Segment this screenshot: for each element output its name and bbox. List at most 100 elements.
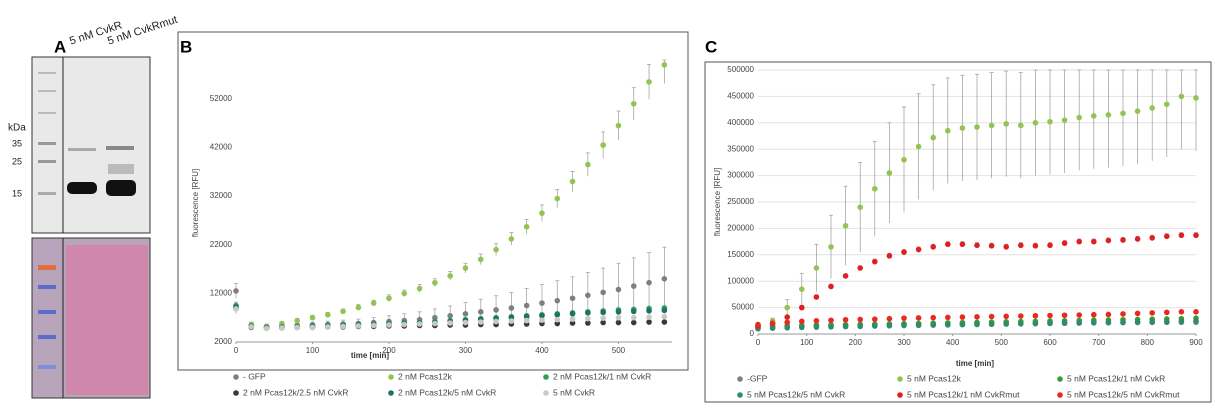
data-point [616, 123, 622, 129]
data-point [814, 324, 820, 330]
x-tick-label: 600 [1043, 338, 1057, 347]
data-point [857, 265, 863, 271]
x-tick-label: 100 [800, 338, 814, 347]
y-tick-label: 350000 [727, 144, 754, 153]
x-tick-label: 200 [849, 338, 863, 347]
y-tick-label: 42000 [210, 143, 233, 152]
data-point [447, 313, 453, 319]
y-tick-label: 22000 [210, 240, 233, 249]
data-point [1003, 314, 1009, 320]
data-point [828, 284, 834, 290]
data-point [646, 314, 652, 320]
data-point [1033, 313, 1039, 319]
data-point [509, 305, 515, 311]
data-point [1164, 234, 1170, 240]
data-point [600, 142, 606, 148]
data-point [989, 314, 995, 320]
data-point [1135, 236, 1141, 242]
legend-label: 5 nM Pcas12k/1 nM CvkR [1067, 373, 1165, 383]
data-point [1135, 311, 1141, 317]
data-point [585, 293, 591, 299]
x-tick-label: 400 [535, 346, 549, 355]
data-point [916, 144, 922, 150]
data-point [646, 280, 652, 286]
data-point [279, 325, 285, 331]
data-point [814, 265, 820, 271]
data-point [554, 312, 560, 318]
data-point [1091, 239, 1097, 245]
data-point [784, 314, 790, 320]
x-tick-label: 500 [995, 338, 1009, 347]
x-tick-label: 100 [306, 346, 320, 355]
data-point [784, 320, 790, 326]
data-point [930, 322, 936, 328]
data-point [340, 324, 346, 330]
data-point [1149, 310, 1155, 316]
data-point [1003, 121, 1009, 127]
marker-label: 35 [12, 138, 22, 148]
figure: A 5 nM CvkR 5 nM CvkRmut kDa 35 25 15 B2… [0, 0, 1215, 405]
data-point [843, 324, 849, 330]
unit-label: kDa [8, 123, 26, 134]
y-tick-label: 400000 [727, 118, 754, 127]
data-point [814, 294, 820, 300]
data-point [887, 170, 893, 176]
data-point [1047, 119, 1053, 125]
data-point [1193, 309, 1199, 315]
data-point [294, 325, 300, 331]
data-point [570, 311, 576, 317]
data-point [1106, 312, 1112, 318]
data-point [662, 319, 668, 325]
data-point [631, 101, 637, 107]
panel-label: C [705, 37, 717, 56]
y-tick-label: 50000 [732, 303, 755, 312]
data-point [539, 317, 545, 323]
data-point [294, 318, 300, 324]
data-point [857, 324, 863, 330]
data-point [930, 135, 936, 141]
data-point [233, 288, 239, 294]
data-point [755, 322, 761, 328]
legend-label: 5 nM Pcas12k [907, 373, 962, 383]
data-point [585, 310, 591, 316]
y-tick-label: 100000 [727, 276, 754, 285]
data-point [600, 290, 606, 296]
data-point [887, 316, 893, 322]
data-point [989, 321, 995, 327]
y-tick-label: 500000 [727, 65, 754, 74]
x-axis-label: time [min] [956, 359, 995, 368]
data-point [843, 223, 849, 229]
data-point [1047, 313, 1053, 319]
data-point [539, 210, 545, 216]
data-point [616, 315, 622, 321]
panel-frame [705, 62, 1211, 402]
marker-label: 25 [12, 156, 22, 166]
legend-marker [897, 392, 903, 398]
data-point [631, 283, 637, 289]
data-point [616, 309, 622, 315]
data-point [945, 322, 951, 328]
data-point [1091, 113, 1097, 119]
data-point [570, 179, 576, 185]
data-point [493, 307, 499, 313]
data-point [1179, 94, 1185, 100]
data-point [1062, 312, 1068, 318]
data-point [325, 324, 331, 330]
data-point [784, 305, 790, 311]
x-axis-label: time [min] [351, 351, 390, 360]
data-point [784, 325, 790, 331]
data-point [1018, 123, 1024, 129]
data-point [616, 320, 622, 326]
legend-label: 2 nM Pcas12k/5 nM CvkR [398, 387, 496, 397]
data-point [828, 317, 834, 323]
data-point [887, 253, 893, 259]
data-point [770, 321, 776, 327]
data-point [872, 259, 878, 265]
data-point [662, 276, 668, 282]
data-point [1106, 320, 1112, 326]
data-point [233, 306, 239, 312]
y-tick-label: 0 [750, 329, 755, 338]
legend-marker [543, 374, 549, 380]
data-point [554, 196, 560, 202]
data-point [1076, 320, 1082, 326]
